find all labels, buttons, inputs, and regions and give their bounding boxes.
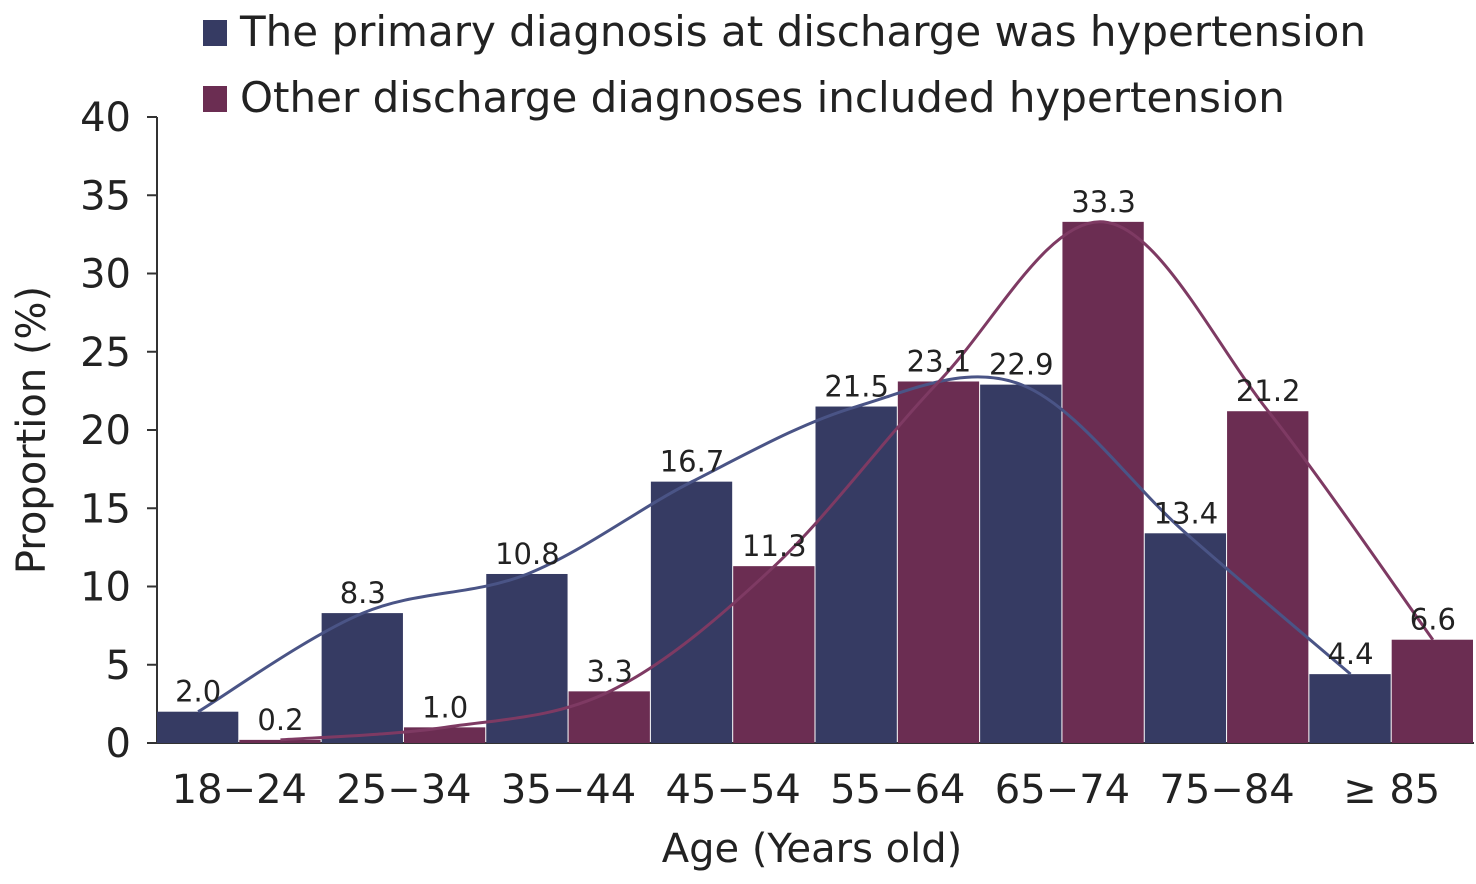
x-tick-label: 45−54 bbox=[666, 767, 801, 813]
bar-other-6 bbox=[1227, 411, 1309, 743]
y-tick-label: 25 bbox=[80, 330, 131, 376]
legend-swatch-primary bbox=[203, 20, 227, 46]
data-label: 4.4 bbox=[1327, 637, 1373, 671]
bar-other-3 bbox=[733, 566, 815, 743]
x-tick-label: 35−44 bbox=[501, 767, 636, 813]
bar-other-2 bbox=[568, 691, 650, 743]
data-label: 21.5 bbox=[824, 370, 889, 404]
x-axis-title: Age (Years old) bbox=[662, 826, 963, 872]
data-label: 21.2 bbox=[1236, 374, 1301, 408]
x-tick-label: 75−84 bbox=[1159, 767, 1294, 813]
x-tick-label: 65−74 bbox=[995, 767, 1130, 813]
bar-primary-0 bbox=[157, 711, 239, 743]
y-tick-label: 5 bbox=[106, 643, 131, 689]
legend: The primary diagnosis at discharge was h… bbox=[203, 7, 1366, 122]
legend-label-primary: The primary diagnosis at discharge was h… bbox=[239, 7, 1366, 56]
y-tick-label: 15 bbox=[80, 486, 131, 532]
bar-primary-6 bbox=[1144, 533, 1227, 743]
x-axis: 18−24 25−34 35−44 45−54 55−64 65−74 75−84 ≥ 85 bbox=[157, 742, 1474, 813]
bar-primary-5 bbox=[980, 384, 1062, 743]
data-label: 6.6 bbox=[1410, 603, 1456, 637]
bar-primary-3 bbox=[650, 481, 733, 743]
x-tick-label: 25−34 bbox=[336, 767, 471, 813]
bar-primary-7 bbox=[1309, 674, 1391, 743]
bar-primary-4 bbox=[815, 406, 897, 743]
data-label: 3.3 bbox=[587, 654, 633, 688]
y-tick-label: 0 bbox=[106, 721, 131, 767]
data-label: 13.4 bbox=[1154, 496, 1219, 530]
y-axis-title: Proportion (%) bbox=[9, 286, 55, 574]
data-labels: 2.0 8.3 10.8 16.7 21.5 22.9 13.4 4.4 0.2 1.0 3.3 11… bbox=[175, 185, 1456, 737]
y-tick-label: 30 bbox=[80, 252, 131, 298]
x-tick-label: 18−24 bbox=[172, 767, 307, 813]
bar-primary-1 bbox=[321, 613, 403, 743]
data-label: 33.3 bbox=[1071, 185, 1136, 219]
data-label: 23.1 bbox=[907, 344, 972, 378]
x-tick-label: ≥ 85 bbox=[1343, 767, 1440, 813]
data-label: 2.0 bbox=[175, 675, 221, 709]
data-label: 11.3 bbox=[742, 529, 807, 563]
y-tick-label: 20 bbox=[80, 408, 131, 454]
data-label: 10.8 bbox=[495, 537, 560, 571]
bar-primary-2 bbox=[486, 573, 568, 743]
data-label: 1.0 bbox=[422, 690, 468, 724]
trend-line-primary bbox=[197, 375, 1352, 713]
trend-line-other bbox=[280, 220, 1435, 742]
trend-lines bbox=[197, 220, 1435, 742]
y-tick-label: 35 bbox=[80, 173, 131, 219]
bars bbox=[157, 221, 1473, 744]
data-label: 0.2 bbox=[257, 703, 303, 737]
bar-other-0 bbox=[239, 739, 321, 743]
legend-swatch-other bbox=[203, 86, 227, 112]
bar-other-4 bbox=[897, 381, 980, 743]
data-label: 16.7 bbox=[660, 445, 725, 479]
y-tick-label: 40 bbox=[80, 95, 131, 141]
x-tick-label: 55−64 bbox=[830, 767, 965, 813]
bar-other-5 bbox=[1062, 221, 1144, 744]
legend-label-other: Other discharge diagnoses included hyper… bbox=[240, 73, 1285, 122]
y-axis: 0 5 10 15 20 25 30 35 40 bbox=[80, 95, 158, 767]
data-label: 22.9 bbox=[989, 348, 1054, 382]
data-label: 8.3 bbox=[340, 576, 386, 610]
y-tick-label: 10 bbox=[80, 565, 131, 611]
bar-other-7 bbox=[1391, 639, 1473, 743]
